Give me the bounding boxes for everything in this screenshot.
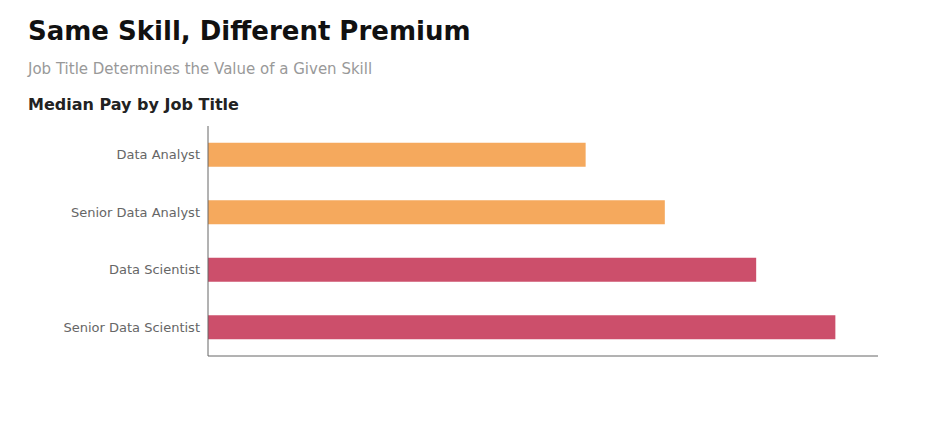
html-text:Median Pay by Job Title: Median Pay by Job Title	[28, 95, 239, 114]
svg-text:Senior Data Analyst: Senior Data Analyst	[71, 205, 200, 220]
html-text:Job Title Determines the Value: Job Title Determines the Value of a Give…	[28, 60, 373, 78]
svg-text:Data Analyst: Data Analyst	[117, 147, 200, 162]
svg-text:Senior Data Scientist: Senior Data Scientist	[63, 320, 200, 335]
svg-text:Data Scientist: Data Scientist	[109, 262, 200, 277]
html-text:Same Skill, Different Premium: Same Skill, Different Premium	[28, 16, 471, 46]
